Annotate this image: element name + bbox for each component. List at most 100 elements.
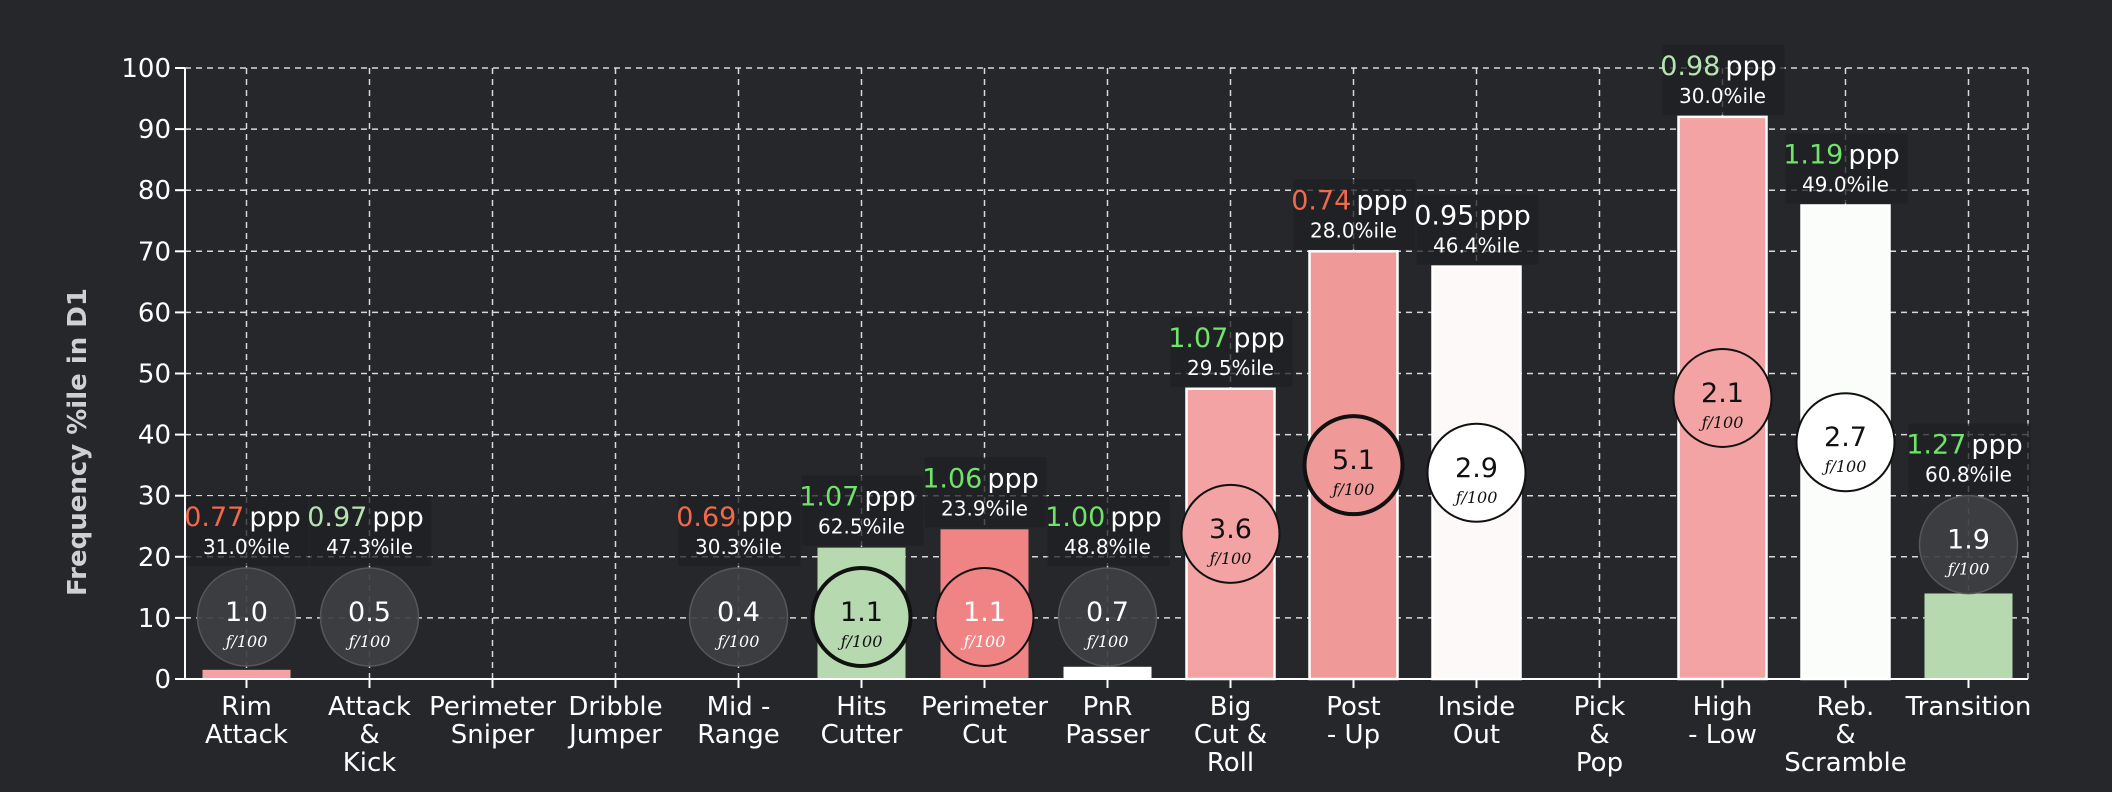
ppp-unit: ppp — [987, 463, 1038, 494]
x-tick-label-line: Kick — [343, 748, 397, 778]
frequency-value: 1.1 — [840, 597, 883, 628]
frequency-value: 2.9 — [1455, 453, 1498, 484]
ppp-value: 1.00 — [1045, 502, 1105, 533]
x-tick-label-line: Attack — [205, 720, 288, 750]
frequency-unit: ƒ/100 — [1822, 457, 1867, 476]
ppp-label: 0.69 ppp — [676, 502, 793, 533]
frequency-unit: ƒ/100 — [223, 632, 268, 651]
frequency-value: 5.1 — [1332, 445, 1375, 476]
label-backdrop — [1170, 316, 1293, 387]
y-tick-label: 0 — [154, 665, 171, 695]
x-tick-label-line: Range — [697, 720, 779, 750]
percentile-label: 29.5%ile — [1187, 356, 1274, 380]
x-tick-label: Reb. & Scramble — [1784, 692, 1906, 778]
label-backdrop — [1047, 496, 1170, 566]
frequency-unit: ƒ/100 — [1084, 632, 1129, 651]
x-tick-label-line: Cut & — [1194, 720, 1267, 750]
ppp-value: 0.98 — [1660, 51, 1720, 82]
y-tick-label: 100 — [121, 54, 171, 84]
ppp-label: 0.98 ppp — [1660, 51, 1777, 82]
percentile-label: 60.8%ile — [1925, 463, 2012, 487]
y-tick-label: 70 — [138, 237, 171, 267]
x-tick-label-line: Cut — [962, 720, 1007, 750]
label-backdrop — [1908, 423, 2031, 494]
x-tick-label-line: Rim — [221, 692, 272, 722]
frequency-value: 0.7 — [1086, 597, 1129, 628]
x-tick-label: Rim Attack — [205, 692, 288, 750]
label-backdrop — [186, 496, 309, 566]
ppp-value: 0.69 — [676, 502, 736, 533]
bar — [1924, 593, 2013, 679]
frequency-unit: ƒ/100 — [1699, 413, 1744, 432]
percentile-label: 46.4%ile — [1433, 234, 1520, 258]
x-tick-label-line: Out — [1453, 720, 1500, 750]
x-tick-label-line: Perimeter — [921, 692, 1048, 722]
frequency-value: 1.9 — [1947, 525, 1990, 556]
ppp-unit: ppp — [372, 502, 423, 533]
y-tick-label: 10 — [138, 604, 171, 634]
frequency-unit: ƒ/100 — [346, 632, 391, 651]
frequency-bubbles: 1.0 ƒ/100 0.5 ƒ/100 0.4 ƒ/100 1.1 ƒ/100 1.1 ƒ/100… — [196, 347, 2019, 668]
ppp-unit: ppp — [1110, 502, 1161, 533]
bar — [202, 669, 291, 679]
ppp-unit: ppp — [1356, 185, 1407, 216]
ppp-unit: ppp — [1971, 430, 2022, 461]
x-tick-label-line: Scramble — [1784, 748, 1906, 778]
frequency-unit: ƒ/100 — [961, 632, 1006, 651]
x-tick-label-line: PnR — [1083, 692, 1133, 722]
percentile-label: 48.8%ile — [1064, 535, 1151, 559]
frequency-bubble — [1795, 392, 1896, 493]
x-tick-label-line: & — [1835, 720, 1855, 750]
percentile-label: 23.9%ile — [941, 496, 1028, 520]
frequency-bubble — [1918, 494, 2019, 595]
x-tick-label-line: Post — [1326, 692, 1380, 722]
frequency-value: 0.4 — [717, 597, 760, 628]
ppp-unit: ppp — [741, 502, 792, 533]
percentile-label: 30.0%ile — [1679, 84, 1766, 108]
ppp-unit: ppp — [1725, 51, 1776, 82]
ppp-unit: ppp — [1479, 201, 1530, 232]
x-tick-label: Mid -Range — [697, 692, 779, 750]
frequency-bubble — [688, 567, 789, 667]
label-backdrop — [1785, 133, 1908, 204]
frequency-bubble — [810, 566, 913, 668]
x-tick-label-line: Mid - — [707, 692, 771, 722]
x-tick-label-line: Pop — [1576, 748, 1623, 778]
ppp-value: 0.97 — [307, 502, 367, 533]
x-tick-label: Perimeter Cut — [921, 692, 1048, 750]
x-tick-label: Attack & Kick — [328, 692, 411, 778]
ppp-value: 0.77 — [184, 502, 244, 533]
ppp-value: 1.19 — [1783, 139, 1843, 170]
y-tick-label: 80 — [138, 176, 171, 206]
percentile-label: 47.3%ile — [326, 535, 413, 559]
frequency-bubble — [1180, 483, 1281, 584]
ppp-label: 0.97 ppp — [307, 502, 424, 533]
frequency-unit: ƒ/100 — [838, 632, 883, 651]
ppp-label: 0.77 ppp — [184, 502, 301, 533]
x-tick-label-line: Inside — [1438, 692, 1515, 722]
ppp-unit: ppp — [1233, 323, 1284, 354]
ppp-value: 1.27 — [1906, 430, 1966, 461]
x-tick-label-line: High — [1693, 692, 1753, 722]
x-tick-label-line: Transition — [1905, 692, 2032, 722]
y-tick-label: 30 — [138, 482, 171, 512]
x-tick-label: Transition — [1905, 692, 2032, 722]
label-backdrop — [924, 457, 1047, 528]
frequency-bubble — [1672, 347, 1773, 448]
label-backdrop — [1293, 179, 1416, 250]
x-tick-label: Hits Cutter — [821, 692, 903, 750]
frequency-bubble — [319, 567, 420, 667]
frequency-unit: ƒ/100 — [1207, 549, 1252, 568]
x-tick-label-line: Sniper — [451, 720, 535, 750]
frequency-value: 1.0 — [225, 597, 268, 628]
ppp-value: 0.74 — [1291, 185, 1351, 216]
x-tick-label-line: - Low — [1688, 720, 1757, 750]
x-tick-label: Post - Up — [1326, 692, 1380, 750]
frequency-value: 3.6 — [1209, 514, 1252, 545]
ppp-value: 1.07 — [799, 482, 859, 513]
ppp-unit: ppp — [864, 482, 915, 513]
x-tick-label: PnR Passer — [1065, 692, 1150, 750]
ppp-value: 0.95 — [1414, 201, 1474, 232]
